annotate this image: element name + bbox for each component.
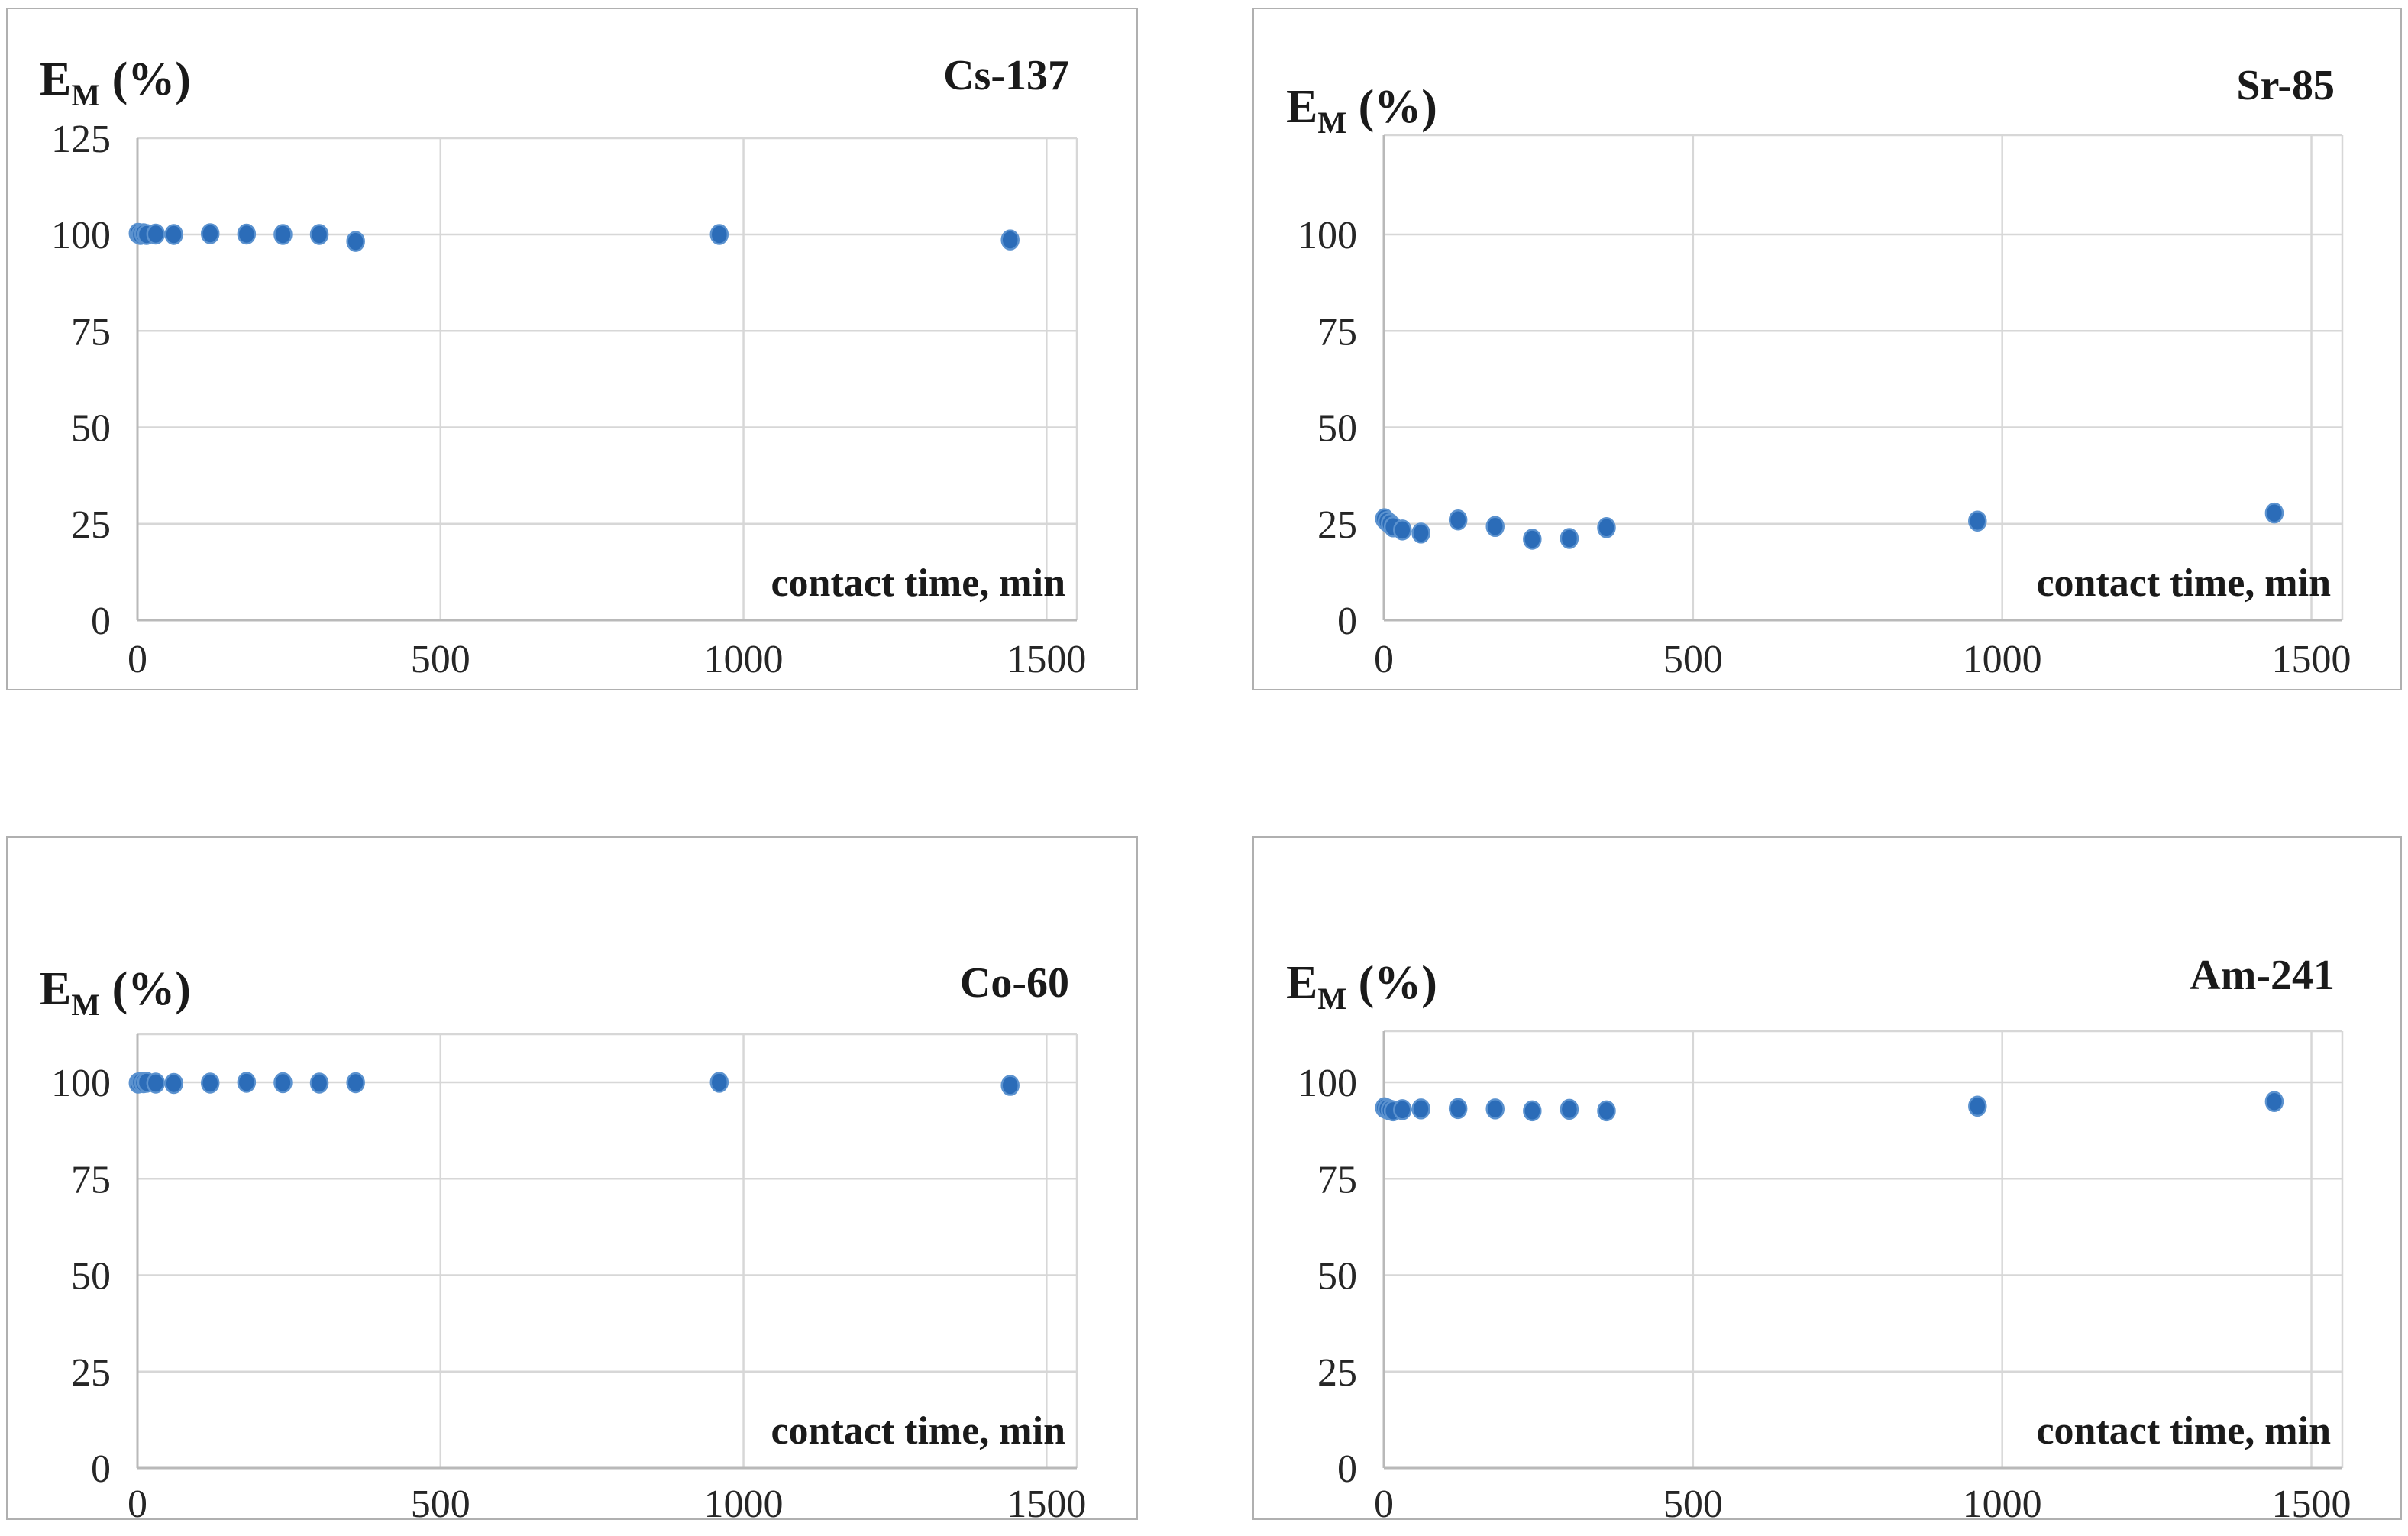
data-point	[346, 231, 365, 252]
y-tick-label: 0	[91, 1447, 111, 1491]
data-point	[1968, 510, 1987, 532]
y-tick-label: 25	[71, 503, 111, 547]
y-tick-label: 25	[1317, 1351, 1357, 1395]
data-point	[1411, 522, 1430, 544]
chart-panel-sr85: 0 25 50 75 100 0 500 1000 1500 EM (%) Sr-85 contact…	[1252, 8, 2402, 690]
y-axis-label: EM (%)	[40, 53, 191, 112]
data-point	[2264, 502, 2284, 524]
data-point	[1560, 528, 1579, 549]
x-tick-label: 1500	[1007, 638, 1086, 681]
x-axis-label: contact time, min	[2036, 561, 2331, 605]
x-axis-label: contact time, min	[771, 1409, 1065, 1453]
data-point	[146, 223, 166, 245]
y-tick-label: 75	[1317, 1158, 1357, 1201]
data-point	[164, 1072, 183, 1095]
x-tick-label: 1500	[1007, 1483, 1086, 1518]
x-tick-label: 1000	[1963, 638, 2042, 681]
y-tick-label: 125	[51, 118, 111, 161]
data-point	[1000, 229, 1020, 251]
data-point	[200, 1072, 220, 1094]
x-tick-label: 500	[411, 1483, 470, 1518]
x-tick-label: 0	[1374, 638, 1394, 681]
data-point	[200, 223, 220, 244]
y-tick-label: 75	[71, 310, 111, 354]
data-point	[709, 224, 729, 245]
y-axis-label: EM (%)	[1286, 957, 1437, 1016]
data-point	[1485, 516, 1505, 538]
y-tick-label: 25	[1317, 503, 1357, 547]
data-point	[1485, 1098, 1505, 1120]
data-point	[237, 223, 257, 245]
data-point	[1393, 519, 1412, 541]
data-point	[164, 224, 183, 245]
y-tick-label: 0	[1337, 1447, 1357, 1491]
x-tick-label: 500	[411, 638, 470, 681]
data-point	[2264, 1091, 2284, 1112]
chart-panel-cs137: 0 25 50 75 100 125 0 500 1000 1500 EM (%) Cs-137 con…	[6, 8, 1138, 690]
y-tick-label: 100	[1298, 1062, 1357, 1105]
x-tick-label: 0	[128, 638, 147, 681]
data-point	[1448, 1098, 1468, 1120]
data-point	[273, 224, 293, 245]
chart-panel-co60: 0 25 50 75 100 0 500 1000 1500 EM (%) Co-60 contact…	[6, 836, 1138, 1520]
chart-title: Am-241	[2190, 952, 2335, 999]
x-tick-label: 0	[128, 1483, 147, 1518]
data-point	[1448, 509, 1468, 531]
x-tick-label: 1500	[2272, 1483, 2351, 1518]
data-point	[1597, 517, 1616, 538]
y-tick-label: 100	[51, 214, 111, 257]
x-tick-label: 1000	[1963, 1483, 2042, 1518]
chart-panel-am241: 0 25 50 75 100 0 500 1000 1500 EM (%) Am-241 contac…	[1252, 836, 2402, 1520]
y-tick-label: 75	[71, 1158, 111, 1201]
data-point	[309, 224, 329, 245]
y-tick-label: 50	[71, 407, 111, 451]
x-tick-label: 0	[1374, 1483, 1394, 1518]
data-point	[237, 1072, 257, 1093]
data-point	[1560, 1098, 1579, 1120]
x-tick-label: 500	[1663, 1483, 1723, 1518]
data-point	[1523, 529, 1542, 550]
y-tick-label: 50	[1317, 407, 1357, 451]
chart-title: Cs-137	[943, 52, 1069, 99]
y-tick-label: 50	[1317, 1255, 1357, 1298]
chart-title: Sr-85	[2236, 62, 2335, 109]
data-point	[1000, 1075, 1020, 1096]
y-tick-label: 100	[51, 1062, 111, 1105]
y-axis-label: EM (%)	[1286, 81, 1437, 140]
data-point	[1393, 1099, 1412, 1120]
y-tick-label: 75	[1317, 310, 1357, 354]
y-tick-label: 50	[71, 1255, 111, 1298]
x-axis-label: contact time, min	[2036, 1409, 2331, 1453]
y-tick-label: 0	[91, 600, 111, 643]
x-axis-label: contact time, min	[771, 561, 1065, 605]
data-point	[1411, 1098, 1430, 1120]
y-axis-label: EM (%)	[40, 963, 191, 1022]
x-tick-label: 1000	[704, 638, 784, 681]
data-point	[1968, 1095, 1987, 1117]
x-tick-label: 1500	[2272, 638, 2351, 681]
data-point	[309, 1072, 329, 1094]
y-tick-label: 0	[1337, 600, 1357, 643]
data-point	[346, 1072, 365, 1094]
y-tick-label: 100	[1298, 214, 1357, 257]
y-tick-label: 25	[71, 1351, 111, 1395]
data-point	[273, 1072, 293, 1094]
data-point	[1597, 1100, 1616, 1122]
chart-title: Co-60	[960, 959, 1069, 1007]
data-point	[1523, 1100, 1542, 1122]
scatter-plot-cs137: 0 25 50 75 100 125 0 500 1000 1500 EM (%) Cs-137 con…	[40, 52, 1086, 681]
data-point	[146, 1072, 166, 1094]
x-tick-label: 500	[1663, 638, 1723, 681]
data-point	[709, 1072, 729, 1093]
x-tick-label: 1000	[704, 1483, 784, 1518]
